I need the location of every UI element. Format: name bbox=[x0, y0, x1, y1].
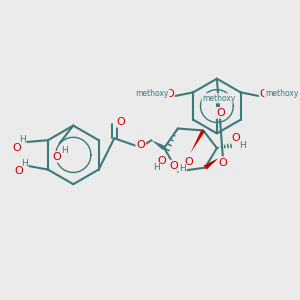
Text: O: O bbox=[165, 89, 174, 99]
Text: H: H bbox=[239, 141, 246, 150]
Text: O: O bbox=[14, 167, 23, 176]
Text: O: O bbox=[216, 108, 225, 118]
Polygon shape bbox=[204, 158, 219, 170]
Text: methoxy: methoxy bbox=[265, 89, 298, 98]
Text: O: O bbox=[231, 133, 240, 143]
Text: O: O bbox=[136, 140, 145, 150]
Text: H: H bbox=[19, 135, 26, 144]
Text: O: O bbox=[12, 143, 21, 153]
Polygon shape bbox=[190, 130, 205, 153]
Text: H: H bbox=[153, 163, 160, 172]
Text: O: O bbox=[52, 152, 61, 162]
Text: H: H bbox=[21, 159, 28, 168]
Text: O: O bbox=[169, 160, 178, 171]
Text: O: O bbox=[117, 117, 125, 127]
Text: O: O bbox=[260, 89, 268, 99]
Text: O: O bbox=[218, 158, 227, 168]
Text: H: H bbox=[179, 164, 186, 173]
Polygon shape bbox=[152, 140, 165, 150]
Text: O: O bbox=[184, 157, 193, 167]
Text: methoxy: methoxy bbox=[136, 89, 169, 98]
Text: H: H bbox=[61, 146, 68, 155]
Text: methoxy: methoxy bbox=[202, 94, 236, 103]
Text: O: O bbox=[158, 156, 167, 166]
